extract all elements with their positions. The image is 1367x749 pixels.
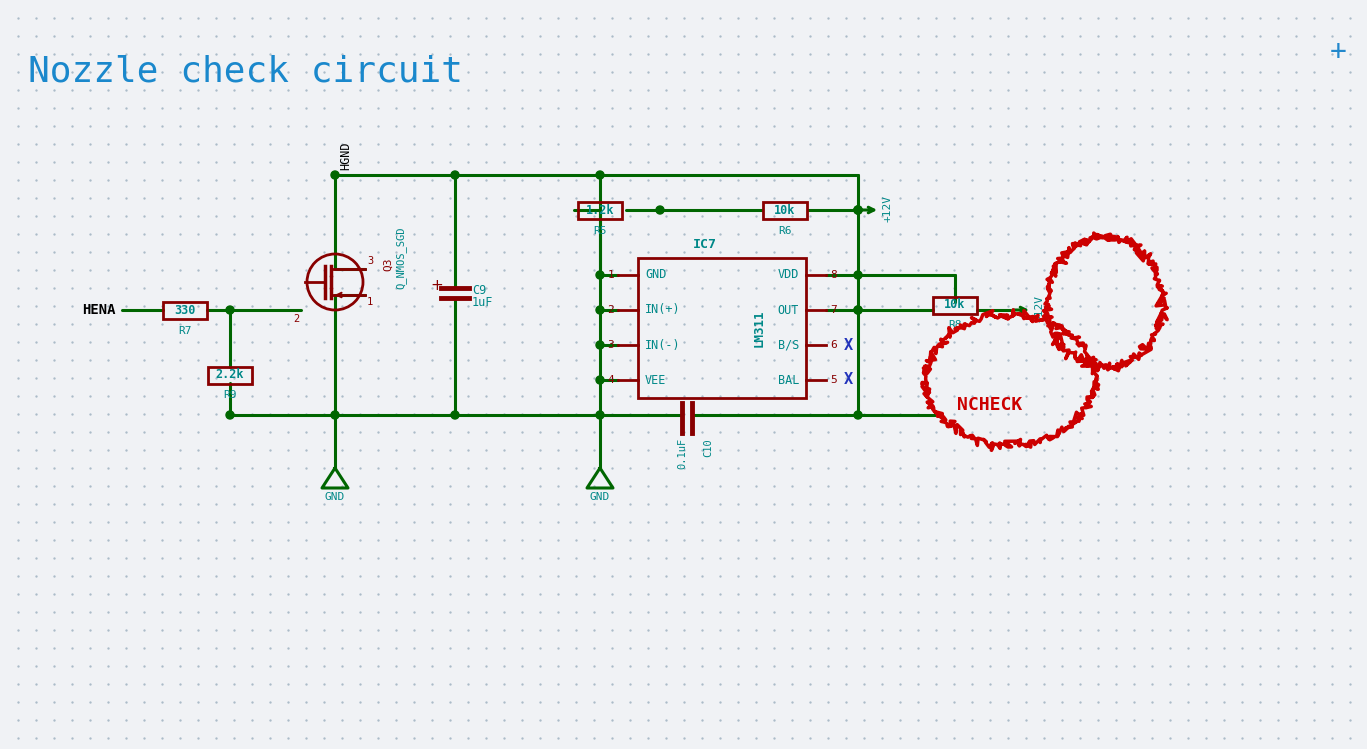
Circle shape xyxy=(451,411,459,419)
Text: IC7: IC7 xyxy=(693,238,718,251)
Text: VEE: VEE xyxy=(645,374,666,386)
Text: +12V: +12V xyxy=(1035,294,1044,321)
Text: 10k: 10k xyxy=(945,299,965,312)
Text: OUT: OUT xyxy=(778,303,798,317)
Text: +12V: +12V xyxy=(883,195,893,222)
Text: 5: 5 xyxy=(830,375,837,385)
Circle shape xyxy=(854,411,863,419)
Text: 8: 8 xyxy=(830,270,837,280)
Text: R6: R6 xyxy=(778,225,791,235)
Text: 0.1uF: 0.1uF xyxy=(677,438,688,470)
Circle shape xyxy=(854,271,863,279)
Text: BAL: BAL xyxy=(778,374,798,386)
Text: GND: GND xyxy=(325,492,344,502)
Text: +: + xyxy=(431,277,443,293)
Text: 3: 3 xyxy=(366,256,373,266)
Circle shape xyxy=(854,306,863,314)
Circle shape xyxy=(656,206,664,214)
Text: 2: 2 xyxy=(607,305,614,315)
Circle shape xyxy=(596,411,604,419)
Text: X: X xyxy=(843,372,853,387)
Circle shape xyxy=(596,271,604,279)
Text: Q3: Q3 xyxy=(383,257,392,270)
Text: C10: C10 xyxy=(703,438,714,457)
Text: C9: C9 xyxy=(472,284,487,297)
Text: Nozzle check circuit: Nozzle check circuit xyxy=(27,55,463,89)
Text: GND: GND xyxy=(645,268,666,282)
Text: IN(+): IN(+) xyxy=(645,303,681,317)
Circle shape xyxy=(596,376,604,384)
Text: Q_NMOS_SGD: Q_NMOS_SGD xyxy=(395,227,406,289)
Circle shape xyxy=(226,411,234,419)
Text: R7: R7 xyxy=(178,326,191,336)
Circle shape xyxy=(451,171,459,179)
Text: 6: 6 xyxy=(830,340,837,350)
Circle shape xyxy=(331,171,339,179)
Circle shape xyxy=(854,206,863,214)
Text: R8: R8 xyxy=(949,321,962,330)
Circle shape xyxy=(596,341,604,349)
Text: LM311: LM311 xyxy=(752,309,766,347)
Circle shape xyxy=(596,171,604,179)
Text: 2: 2 xyxy=(293,314,299,324)
Circle shape xyxy=(226,306,234,314)
Text: X: X xyxy=(843,338,853,353)
Circle shape xyxy=(854,206,863,214)
Text: 1: 1 xyxy=(366,297,373,307)
Text: 1uF: 1uF xyxy=(472,297,493,309)
Text: 7: 7 xyxy=(830,305,837,315)
Text: HENA: HENA xyxy=(82,303,115,317)
Text: R9: R9 xyxy=(223,390,236,401)
Text: 3: 3 xyxy=(607,340,614,350)
Text: B/S: B/S xyxy=(778,339,798,351)
Circle shape xyxy=(596,306,604,314)
Text: 1: 1 xyxy=(607,270,614,280)
Circle shape xyxy=(854,206,863,214)
Text: 1.2k: 1.2k xyxy=(585,204,614,216)
Text: 10k: 10k xyxy=(774,204,796,216)
Circle shape xyxy=(854,306,863,314)
Text: R5: R5 xyxy=(593,225,607,235)
Text: NCHECK: NCHECK xyxy=(957,396,1023,414)
Text: +: + xyxy=(1330,38,1346,66)
Text: HGND: HGND xyxy=(339,142,351,170)
Circle shape xyxy=(331,411,339,419)
Text: 330: 330 xyxy=(175,303,195,317)
Text: 4: 4 xyxy=(607,375,614,385)
Text: GND: GND xyxy=(591,492,610,502)
Text: 2.2k: 2.2k xyxy=(216,369,245,381)
Text: IN(-): IN(-) xyxy=(645,339,681,351)
Text: VDD: VDD xyxy=(778,268,798,282)
